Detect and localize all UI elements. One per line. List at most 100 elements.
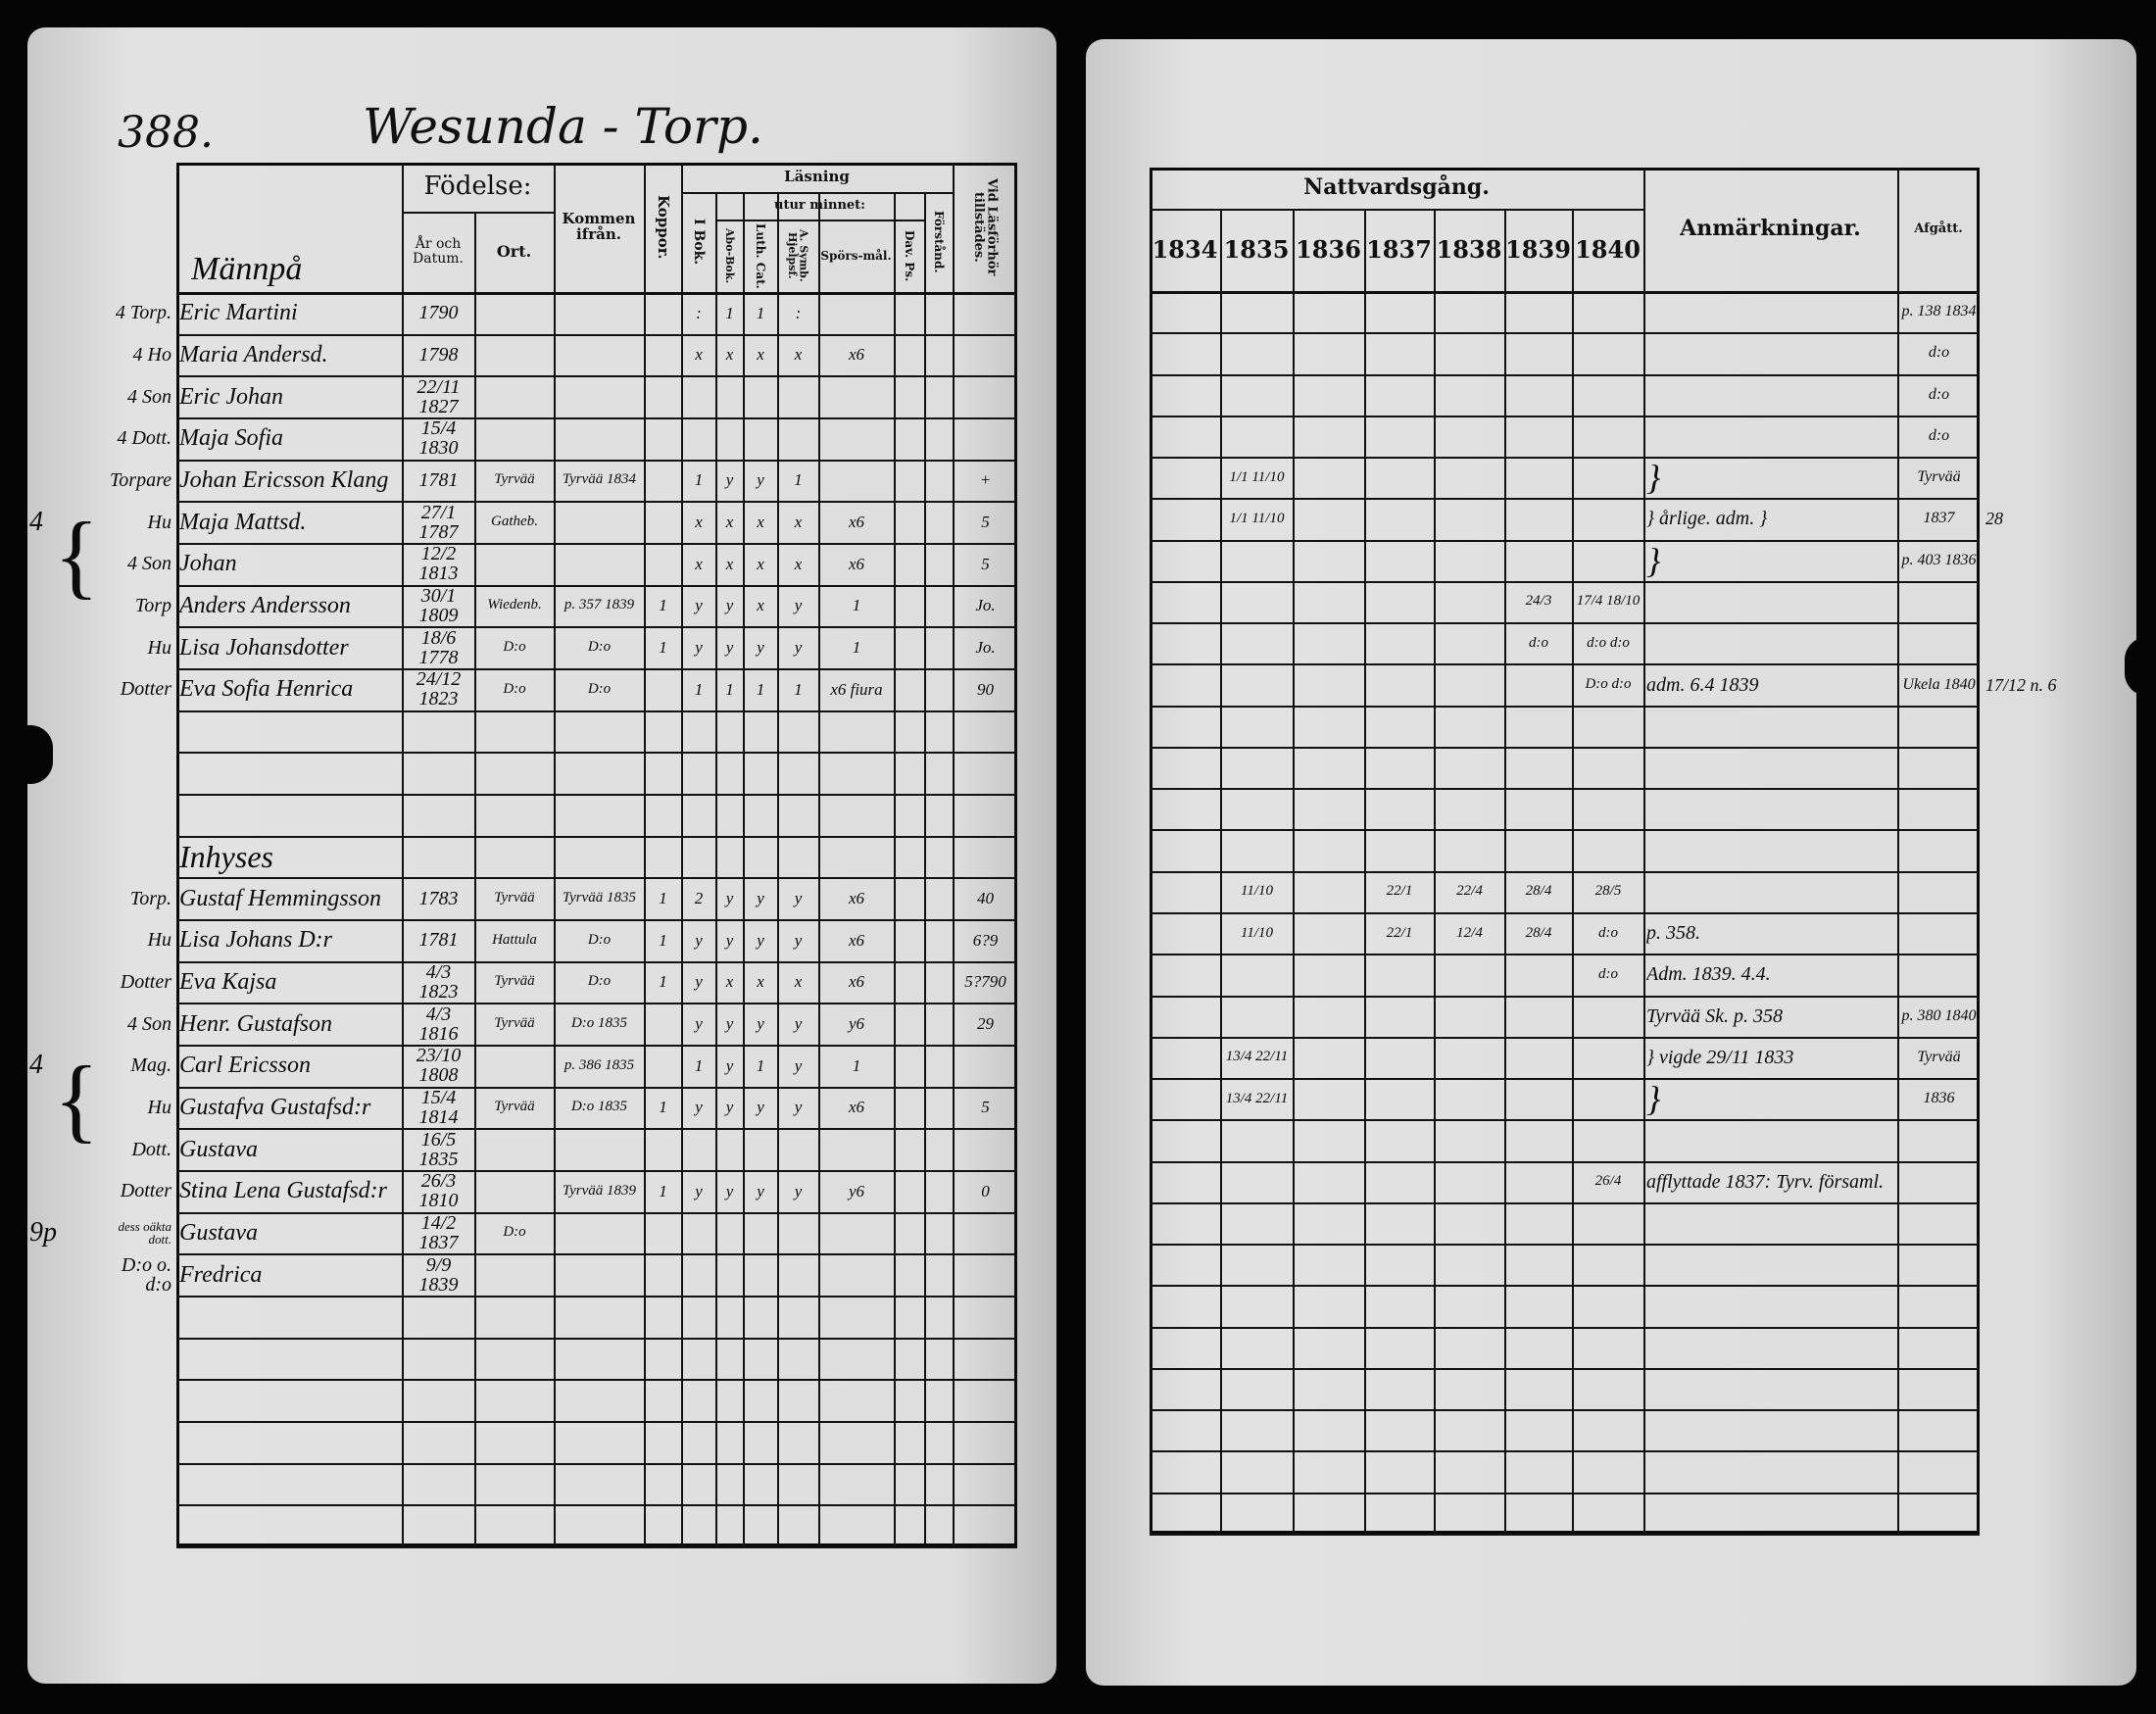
cell-symb: x	[794, 345, 803, 365]
row-line	[176, 794, 1017, 796]
row-line	[176, 752, 1017, 755]
cell-ibok: y	[695, 1014, 703, 1034]
cell-ort: Tyrvää	[494, 890, 535, 906]
row-line	[1150, 622, 1980, 625]
row-line	[1150, 954, 1980, 956]
row-line	[1150, 1244, 1980, 1247]
cell-y1838: 22/4	[1456, 883, 1483, 900]
row-line	[1150, 1534, 1980, 1536]
cell-afgatt: Ukela 1840	[1902, 675, 1976, 693]
column-divider	[818, 192, 820, 1546]
cell-symb: y	[794, 638, 803, 658]
cell-anm: }	[1646, 540, 1661, 580]
column-divider	[402, 163, 404, 1546]
header-year-1836: 1836	[1296, 235, 1361, 265]
left-page	[27, 27, 1056, 1684]
row-line	[176, 668, 1017, 670]
cell-name: Gustava	[179, 1219, 258, 1246]
header-ort: Ort.	[496, 241, 532, 261]
cell-vid: Jo.	[975, 596, 996, 615]
header-lasning: Läsning	[784, 168, 850, 186]
cell-afgatt: p. 138 1834	[1901, 303, 1977, 320]
header-vid-lasforhor: Vid Läsförhör tillstädes.	[971, 178, 1000, 276]
cell-vid: Jo.	[975, 638, 996, 658]
cell-name: Gustaf Hemmingsson	[179, 885, 382, 911]
cell-date: 1781	[418, 929, 459, 952]
household-role	[98, 836, 174, 878]
cell-name: Eva Sofia Henrica	[179, 676, 354, 703]
header-sporsmal: Spörs-mål.	[820, 248, 892, 263]
cell-date: 18/6 1778	[418, 627, 459, 667]
row-line	[1150, 829, 1980, 832]
cell-y1839: d:o	[1529, 634, 1548, 651]
cell-y1840: d:o	[1598, 965, 1618, 982]
side-mark: 4	[29, 506, 43, 537]
cell-ort: D:o	[503, 680, 526, 697]
household-role: dess oäkta dott.	[118, 1218, 172, 1247]
cell-abo: x	[725, 513, 734, 532]
column-divider	[924, 192, 926, 1546]
cell-ibok: y	[695, 972, 703, 992]
cell-name: Stina Lena Gustafsd:r	[179, 1178, 388, 1204]
cell-y1840: d:o d:o	[1587, 634, 1630, 651]
table-row	[1150, 706, 1980, 747]
cell-name: Anders Andersson	[179, 592, 351, 618]
cell-ort: Tyrvää	[494, 973, 535, 990]
header-divider	[681, 192, 953, 194]
household-role: 4 Ho	[132, 343, 172, 366]
cell-spors: 1	[852, 596, 861, 615]
cell-date: 9/9 1839	[418, 1254, 459, 1295]
column-divider	[715, 192, 717, 1546]
header-a-symb: A. Symb. Hjelpsf.	[786, 229, 810, 282]
cell-anm: p. 358.	[1646, 922, 1700, 945]
cell-abo: y	[725, 470, 734, 490]
header-year-1834: 1834	[1152, 235, 1218, 265]
row-line	[1150, 995, 1980, 998]
cell-y1837: 22/1	[1386, 924, 1413, 941]
cell-symb: y	[794, 1181, 803, 1200]
row-line	[1150, 1409, 1980, 1412]
row-line	[176, 960, 1017, 963]
cell-date: 24/12 1823	[416, 669, 462, 710]
household-role: Dotter	[120, 970, 172, 993]
cell-date: 4/3 1816	[418, 1004, 459, 1044]
cell-abo: y	[725, 1014, 734, 1034]
cell-symb: y	[794, 930, 803, 950]
right-table-frame	[1150, 168, 1980, 1534]
household-role: Torp	[134, 594, 172, 616]
row-line	[176, 1296, 1017, 1298]
row-line	[176, 1337, 1017, 1340]
left-table-frame	[176, 163, 1017, 1546]
cell-ibok: x	[695, 513, 703, 532]
cell-date: 1798	[418, 343, 459, 366]
household-role: 4 Son	[127, 1012, 172, 1035]
cell-ibok: y	[695, 638, 703, 658]
row-line	[176, 626, 1017, 629]
cell-name: Lisa Johansdotter	[179, 634, 349, 661]
row-line	[176, 459, 1017, 462]
header-year-1839: 1839	[1505, 235, 1571, 265]
cell-name: Gustava	[179, 1136, 258, 1162]
outer-margin-note: 17/12 n. 6	[1985, 674, 2057, 695]
cell-name: Maja Sofia	[179, 425, 283, 452]
cell-kommen: D:o 1835	[570, 1099, 628, 1115]
table-row	[1150, 374, 1980, 416]
cell-anm: } årlige. adm. }	[1646, 508, 1768, 530]
cell-date: 22/11 1827	[416, 376, 461, 416]
row-line	[176, 1421, 1017, 1423]
page-number: 388.	[118, 108, 214, 158]
row-line	[176, 1504, 1017, 1507]
cell-symb: y	[794, 1014, 803, 1034]
cell-ibok: y	[695, 596, 703, 615]
cell-luth: x	[757, 596, 764, 615]
cell-date: 26/3 1810	[418, 1171, 459, 1211]
row-line	[1150, 1492, 1980, 1494]
row-line	[1150, 1285, 1980, 1288]
row-line	[1150, 580, 1980, 583]
cell-name: Gustafva Gustafsd:r	[179, 1094, 371, 1120]
column-divider	[1897, 168, 1899, 1534]
cell-kommen: D:o	[587, 931, 612, 948]
cell-ort: D:o	[503, 1224, 526, 1241]
column-divider	[644, 163, 646, 1546]
row-line	[1150, 1201, 1980, 1204]
